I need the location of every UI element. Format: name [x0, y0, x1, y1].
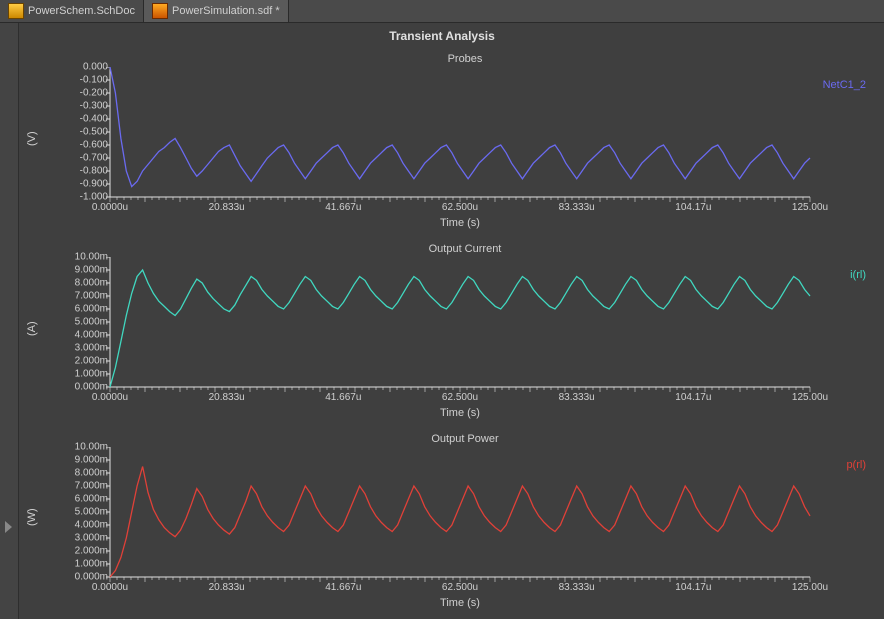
chart-panel: Probes(V)NetC1_20.000-0.100-0.200-0.300-… — [60, 53, 870, 229]
y-axis-label: (V) — [26, 131, 38, 146]
plot-svg — [60, 67, 870, 203]
left-gutter — [0, 23, 19, 619]
series-line — [110, 467, 810, 578]
simulation-viewport: Transient Analysis Probes(V)NetC1_20.000… — [0, 23, 884, 619]
schematic-file-icon — [8, 3, 24, 19]
simulation-file-icon — [152, 3, 168, 19]
y-axis-label: (A) — [26, 321, 38, 336]
plot-area[interactable]: NetC1_20.000-0.100-0.200-0.300-0.400-0.5… — [60, 67, 870, 217]
series-legend[interactable]: i(rl) — [850, 269, 866, 281]
document-tab[interactable]: PowerSimulation.sdf * — [144, 0, 289, 22]
chart-title: Probes — [60, 53, 870, 65]
analysis-title: Transient Analysis — [0, 29, 884, 43]
y-axis-label: (W) — [26, 508, 38, 526]
x-tick-labels: 0.0000u20.833u41.667u62.500u83.333u104.1… — [60, 393, 870, 407]
series-line — [110, 270, 810, 387]
chart-title: Output Power — [60, 433, 870, 445]
plot-svg — [60, 257, 870, 393]
x-axis-label: Time (s) — [110, 597, 810, 609]
x-axis-label: Time (s) — [110, 217, 810, 229]
document-tab[interactable]: PowerSchem.SchDoc — [0, 0, 144, 22]
tab-label: PowerSchem.SchDoc — [28, 5, 135, 17]
plot-area[interactable]: p(rl)10.00m9.000m8.000m7.000m6.000m5.000… — [60, 447, 870, 597]
expand-arrow-icon[interactable] — [5, 521, 12, 533]
document-tabs: PowerSchem.SchDoc PowerSimulation.sdf * — [0, 0, 884, 23]
x-tick-labels: 0.0000u20.833u41.667u62.500u83.333u104.1… — [60, 583, 870, 597]
tab-label: PowerSimulation.sdf * — [172, 5, 280, 17]
x-tick-labels: 0.0000u20.833u41.667u62.500u83.333u104.1… — [60, 203, 870, 217]
plot-area[interactable]: i(rl)10.00m9.000m8.000m7.000m6.000m5.000… — [60, 257, 870, 407]
series-legend[interactable]: p(rl) — [846, 459, 866, 471]
chart-panel: Output Current(A)i(rl)10.00m9.000m8.000m… — [60, 243, 870, 419]
chart-title: Output Current — [60, 243, 870, 255]
x-axis-label: Time (s) — [110, 407, 810, 419]
plot-svg — [60, 447, 870, 583]
chart-panel: Output Power(W)p(rl)10.00m9.000m8.000m7.… — [60, 433, 870, 609]
series-legend[interactable]: NetC1_2 — [823, 79, 866, 91]
series-line — [110, 67, 810, 187]
